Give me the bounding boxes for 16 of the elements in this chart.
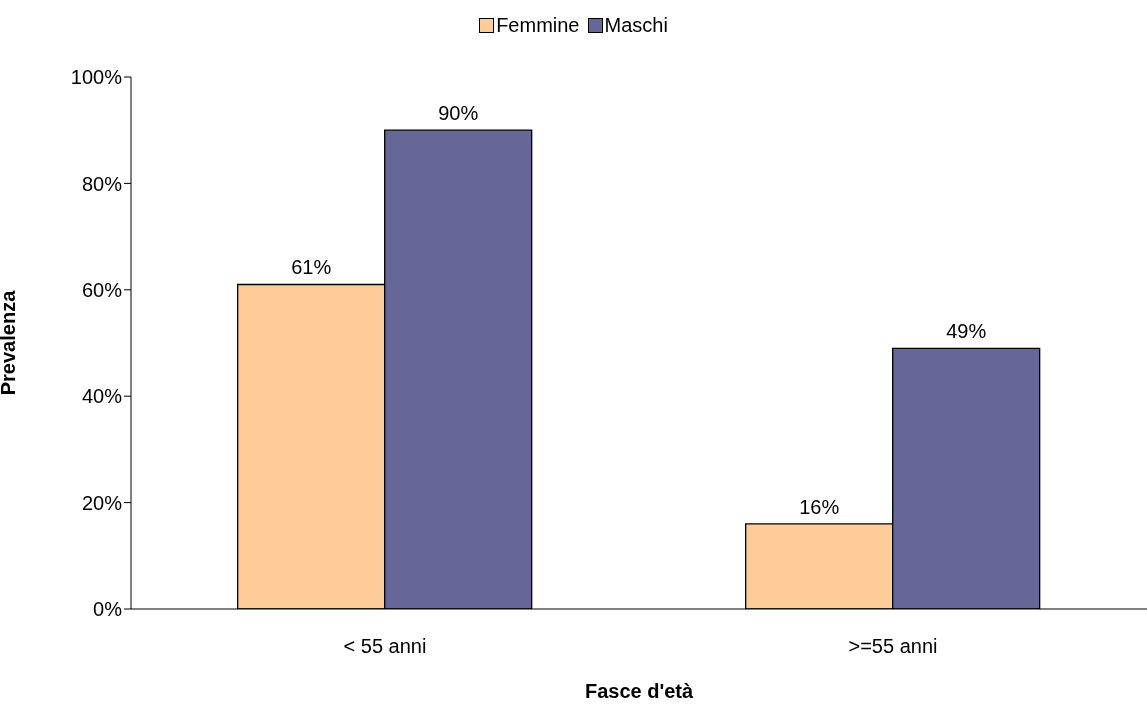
y-tick-label: 100% [70, 66, 123, 89]
data-label: 16% [799, 495, 840, 518]
legend-label: Femmine [496, 14, 580, 37]
x-tick-label: >=55 anni [848, 635, 938, 658]
y-tick-label: 20% [81, 491, 123, 514]
data-label: 90% [438, 102, 479, 125]
y-tick-label: 40% [81, 385, 123, 408]
x-tick-label: < 55 anni [343, 635, 427, 658]
y-axis-title: Prevalenza [0, 289, 20, 396]
x-axis-title: Fasce d'età [584, 680, 694, 702]
data-label: 49% [946, 320, 987, 343]
y-tick-label: 0% [93, 598, 123, 621]
legend-label: Maschi [604, 14, 668, 37]
data-label: 61% [291, 256, 332, 279]
y-tick-label: 60% [81, 278, 123, 301]
y-tick-label: 80% [81, 172, 123, 195]
